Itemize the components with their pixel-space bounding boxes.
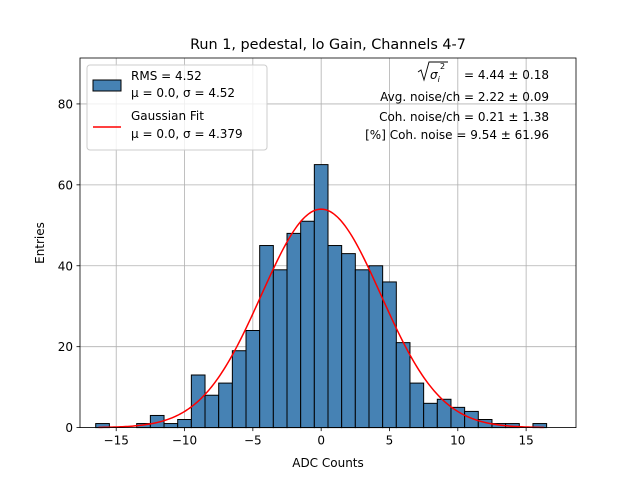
histogram-bar [436,398,452,429]
legend-rms-label: RMS = 4.52 [131,69,202,83]
histogram-bar [177,419,192,429]
legend-histogram-swatch [92,79,122,92]
legend-box [86,64,268,151]
histogram-bar [286,232,302,429]
coherent-noise-percent: [%] Coh. noise = 9.54 ± 61.96 [365,128,549,142]
histogram-bar [354,269,370,429]
y-tick-label: 80 [58,97,73,111]
histogram-bar [341,253,356,429]
legend-fit-label: Gaussian Fit [131,109,204,123]
histogram-bar [163,423,179,429]
histogram-bar [313,164,329,429]
coherent-noise-per-channel: Coh. noise/ch = 0.21 ± 1.38 [379,110,549,124]
noise-total-value: = 4.44 ± 0.18 [464,68,549,82]
histogram-bar [245,329,261,429]
x-tick-label: −10 [172,434,197,448]
legend-fit-params: μ = 0.0, σ = 4.379 [131,127,243,141]
legend-rms-params: μ = 0.0, σ = 4.52 [131,86,235,100]
x-tick-label: −5 [244,434,262,448]
avg-noise-per-channel: Avg. noise/ch = 2.22 ± 0.09 [380,90,549,104]
legend: RMS = 4.52 μ = 0.0, σ = 4.52 Gaussian Fi… [86,64,268,151]
sqrt-superscript: 2 [440,62,445,71]
y-tick-label: 20 [58,340,73,354]
x-tick-label: 15 [518,434,533,448]
plot-frame [79,57,577,429]
x-tick-label: −15 [104,434,129,448]
histogram-bar [409,382,425,429]
histogram-bar [395,342,411,429]
x-axis-ticks: −15 −10 −5 0 5 10 15 [104,427,534,448]
gaussian-fit-curve [98,208,544,429]
sqrt-symbol-icon [417,61,448,82]
y-tick-label: 0 [65,421,73,435]
histogram-bar [218,382,233,429]
histogram-bar [300,220,315,429]
noise-annotations: σi 2 = 4.44 ± 0.18 Avg. noise/ch = 2.22 … [365,61,549,142]
y-tick-label: 40 [58,259,73,273]
y-tick-label: 60 [58,178,73,192]
bars-layer [95,164,548,429]
chart-title: Run 1, pedestal, lo Gain, Channels 4-7 [190,37,466,53]
y-axis-label: Entries [33,222,47,264]
histogram-bar [231,350,247,429]
histogram-bar [423,402,438,429]
x-tick-label: 10 [450,434,465,448]
histogram-bar [204,394,220,429]
x-axis-label: ADC Counts [292,456,364,470]
x-tick-label: 5 [386,434,394,448]
histogram-bar [272,269,288,429]
histogram-bar [450,406,466,429]
sqrt-radicand: σi [430,68,441,84]
x-tick-label: 0 [317,434,325,448]
histogram-bar [327,245,343,429]
y-axis-ticks: 0 20 40 60 80 [58,97,80,435]
histogram-bar [368,265,384,429]
